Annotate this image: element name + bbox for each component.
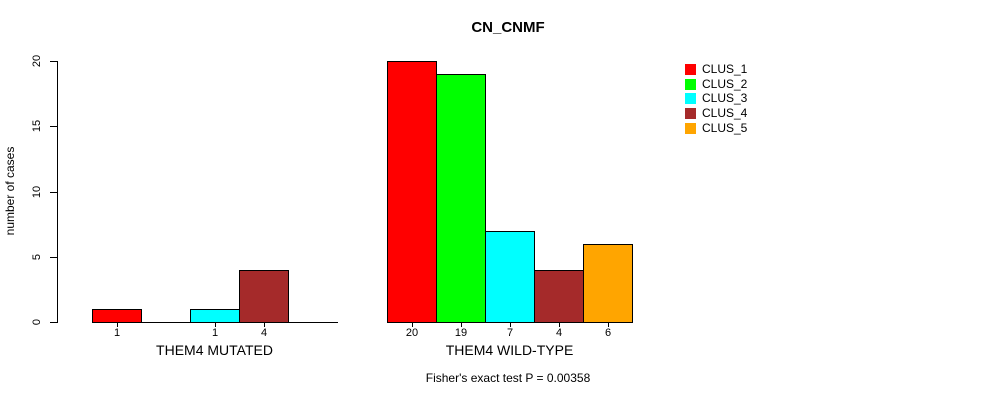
y-tick-label: 5	[31, 253, 43, 261]
x-tick	[608, 323, 609, 327]
legend-item: CLUS_5	[685, 122, 747, 135]
legend-label: CLUS_4	[702, 106, 748, 120]
y-tick	[50, 61, 57, 62]
x-tick	[412, 323, 413, 327]
bar-clus-1-them4-wild-type	[387, 61, 437, 323]
bar-clus-2-them4-wild-type	[436, 74, 486, 323]
legend-swatch-clus-5	[685, 123, 696, 134]
chart-title: CN_CNMF	[471, 19, 545, 36]
legend-swatch-clus-1	[685, 64, 696, 75]
x-tick	[510, 323, 511, 327]
legend-label: CLUS_5	[702, 121, 748, 135]
x-tick	[215, 323, 216, 327]
y-tick	[50, 126, 57, 127]
group-label-them4-wild-type: THEM4 WILD-TYPE	[445, 342, 574, 358]
x-tick	[559, 323, 560, 327]
bar-value-label: 7	[506, 327, 514, 339]
legend-item: CLUS_4	[685, 107, 747, 120]
bar-value-label: 4	[260, 327, 268, 339]
bar-value-label: 1	[211, 327, 219, 339]
y-tick-label: 20	[31, 54, 43, 68]
y-tick	[50, 192, 57, 193]
annotation-text: Fisher's exact test P = 0.00358	[425, 371, 591, 385]
bar-value-label: 20	[405, 327, 419, 339]
legend-label: CLUS_2	[702, 77, 748, 91]
bar-value-label: 19	[454, 327, 468, 339]
y-axis-label: number of cases	[3, 146, 17, 236]
x-tick	[264, 323, 265, 327]
bar-clus-1-them4-mutated	[92, 309, 142, 323]
y-tick-label: 10	[31, 185, 43, 199]
y-tick-label: 0	[31, 318, 43, 326]
bar-value-label: 4	[555, 327, 563, 339]
bar-clus-4-them4-wild-type	[534, 270, 584, 323]
y-tick	[50, 322, 57, 323]
bar-value-label: 1	[113, 327, 121, 339]
legend-item: CLUS_1	[685, 63, 747, 76]
group-label-them4-mutated: THEM4 MUTATED	[156, 342, 273, 358]
y-tick-label: 15	[31, 119, 43, 133]
legend-item: CLUS_3	[685, 92, 747, 105]
legend-item: CLUS_2	[685, 78, 747, 91]
bar-clus-4-them4-mutated	[239, 270, 289, 323]
y-axis-line	[57, 61, 58, 323]
bar-value-label: 6	[604, 327, 612, 339]
x-tick	[117, 323, 118, 327]
bar-clus-5-them4-wild-type	[583, 244, 633, 323]
bar-clus-3-them4-mutated	[190, 309, 240, 323]
legend-swatch-clus-4	[685, 108, 696, 119]
bar-clus-3-them4-wild-type	[485, 231, 535, 323]
legend-swatch-clus-3	[685, 93, 696, 104]
legend-label: CLUS_1	[702, 62, 748, 76]
legend-swatch-clus-2	[685, 79, 696, 90]
x-tick	[461, 323, 462, 327]
y-tick	[50, 257, 57, 258]
legend-label: CLUS_3	[702, 91, 748, 105]
